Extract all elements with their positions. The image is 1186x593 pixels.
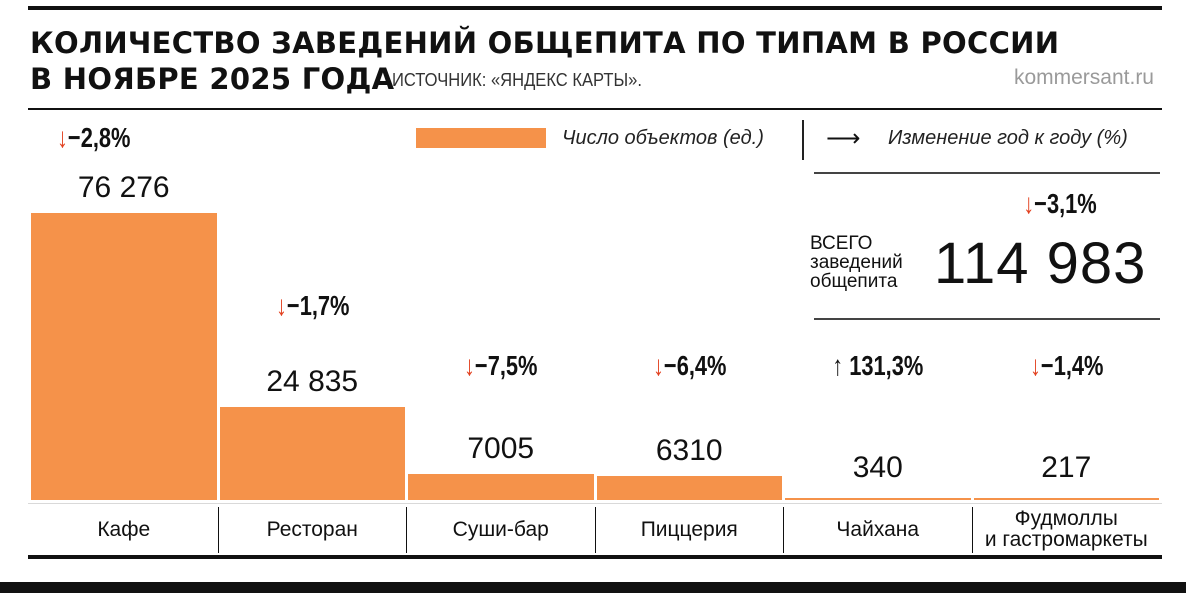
x-axis-line — [28, 503, 1162, 504]
bar-change-label: ↓−1,7% — [240, 290, 385, 322]
total-rule-bottom — [814, 318, 1160, 320]
legend-bar-label: Число объектов (ед.) — [562, 127, 764, 149]
bar-3 — [408, 473, 594, 500]
arrow-down-icon: ↓ — [1023, 188, 1035, 219]
arrow-right-icon: ⟶ — [826, 125, 861, 152]
category-label: Суши-бар — [452, 517, 549, 541]
bar-4 — [596, 476, 782, 500]
change-value: −1,4% — [1040, 350, 1103, 381]
bar-value-label: 340 — [852, 451, 903, 484]
bottom-rule — [28, 555, 1162, 559]
arrow-down-icon: ↓ — [275, 290, 287, 321]
category-label: Ресторан — [266, 517, 358, 541]
category-separator — [783, 507, 784, 553]
footer-band — [0, 582, 1186, 593]
bar-change-label: ↓−7,5% — [428, 350, 573, 382]
bar-value-label: 24 835 — [266, 364, 359, 398]
category-label: Фудмоллы и гастромаркеты — [984, 507, 1148, 551]
bar-change-label: ↓−1,4% — [994, 350, 1139, 382]
total-rule-top — [814, 172, 1160, 174]
bar-change-label: ↓−2,8% — [21, 122, 166, 154]
change-value: −1,7% — [286, 290, 349, 321]
bar-change-label: ↑ 131,3% — [805, 350, 950, 382]
arrow-down-icon: ↓ — [57, 122, 68, 153]
title-rule — [28, 108, 1162, 110]
bar-value-label: 76 276 — [77, 171, 170, 204]
total-value: 114 983 — [934, 231, 1147, 296]
bar-change-label: ↓−6,4% — [617, 350, 762, 382]
legend-change-label: Изменение год к году (%) — [888, 127, 1128, 149]
bar-5 — [785, 498, 971, 500]
arrow-down-icon: ↓ — [1029, 350, 1041, 381]
arrow-down-icon: ↓ — [464, 350, 475, 381]
bar-1 — [31, 213, 217, 500]
category-separator — [217, 507, 219, 553]
bar-6 — [973, 498, 1159, 500]
arrow-up-icon: ↑ — [832, 350, 844, 381]
category-separator — [594, 507, 596, 553]
legend-bar-swatch — [416, 128, 546, 148]
chart-title-line-2: В НОЯБРЕ 2025 ГОДА — [30, 62, 395, 96]
category-separator — [971, 507, 973, 553]
arrow-down-icon: ↓ — [652, 350, 664, 381]
change-value: −6,4% — [663, 350, 726, 381]
category-label: Пиццерия — [640, 517, 738, 541]
change-value: −2,8% — [67, 122, 131, 153]
category-label: Чайхана — [836, 517, 920, 541]
change-value: −7,5% — [474, 350, 538, 381]
change-value: 131,3% — [843, 350, 924, 381]
legend-divider — [802, 120, 804, 160]
category-separator — [406, 507, 407, 553]
chart-title-line-1: КОЛИЧЕСТВО ЗАВЕДЕНИЙ ОБЩЕПИТА ПО ТИПАМ В… — [30, 26, 1060, 60]
bar-value-label: 217 — [1041, 451, 1092, 484]
brand-link[interactable]: kommersant.ru — [1013, 66, 1154, 89]
top-rule — [28, 6, 1162, 10]
bar-value-label: 7005 — [467, 431, 535, 465]
bar-value-label: 6310 — [655, 434, 723, 468]
category-label: Кафе — [97, 517, 151, 541]
total-change: ↓−3,1% — [1023, 188, 1097, 219]
source-note: ИСТОЧНИК: «ЯНДЕКС КАРТЫ». — [392, 70, 642, 90]
total-label: ВСЕГО заведений общепита — [810, 233, 903, 292]
bar-2 — [219, 406, 405, 500]
